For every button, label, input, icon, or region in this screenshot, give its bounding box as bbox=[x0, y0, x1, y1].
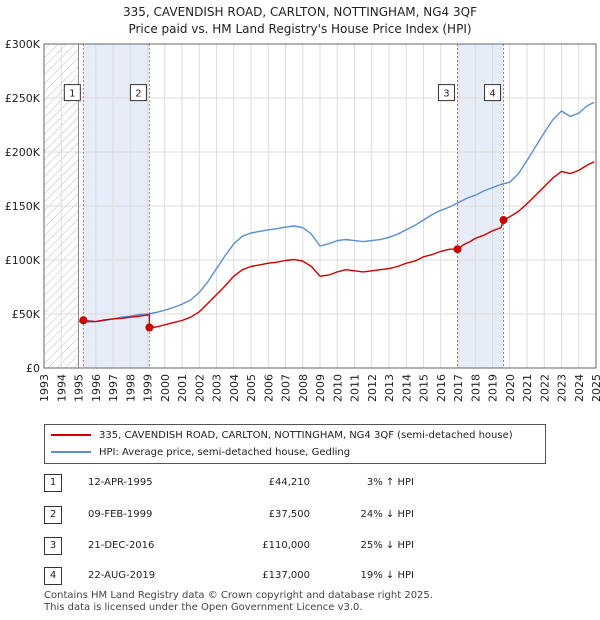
y-tick-label: £150K bbox=[5, 200, 41, 213]
transaction-date: 21-DEC-2016 bbox=[88, 540, 155, 551]
x-tick-label: 1994 bbox=[55, 374, 68, 402]
legend-swatch-hpi bbox=[51, 451, 91, 453]
x-tick-label: 2005 bbox=[245, 374, 258, 402]
transaction-price: £137,000 bbox=[262, 570, 310, 581]
x-tick-label: 1998 bbox=[124, 374, 137, 402]
price-chart: 1 2 3 4 £0 £50K £100K £150K £200K £250K £300K 1993… bbox=[5, 38, 600, 402]
series-line bbox=[78, 101, 595, 323]
x-tick-label: 2013 bbox=[383, 374, 396, 402]
x-tick-label: 2019 bbox=[487, 374, 500, 402]
y-tick-label: £100K bbox=[5, 254, 41, 267]
x-tick-label: 2022 bbox=[538, 374, 551, 402]
x-tick-label: 2023 bbox=[556, 374, 569, 402]
transaction-date: 22-AUG-2019 bbox=[88, 570, 156, 581]
plot-frame bbox=[43, 43, 597, 369]
sale-label-box bbox=[484, 84, 502, 102]
sale-label-number: 2 bbox=[135, 89, 141, 100]
y-tick-label: £250K bbox=[5, 92, 41, 105]
footer-copyright: Contains HM Land Registry data © Crown c… bbox=[44, 590, 433, 601]
x-tick-label: 2017 bbox=[452, 374, 465, 402]
sale-point bbox=[499, 216, 508, 225]
transaction-price: £44,210 bbox=[268, 477, 310, 488]
x-tick-label: 1997 bbox=[107, 374, 120, 402]
x-tick-label: 2000 bbox=[159, 374, 172, 402]
chart-subtitle: Price paid vs. HM Land Registry's House … bbox=[128, 22, 472, 36]
legend-item-hpi: HPI: Average price, semi-detached house,… bbox=[51, 445, 350, 461]
x-tick-label: 2006 bbox=[262, 374, 275, 402]
sale-label-box bbox=[437, 84, 455, 102]
legend: 335, CAVENDISH ROAD, CARLTON, NOTTINGHAM… bbox=[44, 424, 546, 464]
sale-point bbox=[79, 316, 88, 325]
x-tick-label: 2010 bbox=[331, 374, 344, 402]
x-tick-label: 1999 bbox=[142, 374, 155, 402]
sale-label-number: 1 bbox=[69, 89, 75, 100]
sale-label-number: 4 bbox=[489, 89, 495, 100]
footer-license: This data is licensed under the Open Gov… bbox=[44, 602, 363, 613]
x-tick-label: 2015 bbox=[418, 374, 431, 402]
transaction-number: 4 bbox=[44, 567, 62, 585]
y-tick-label: £200K bbox=[5, 146, 41, 159]
x-tick-label: 2004 bbox=[228, 374, 241, 402]
x-tick-label: 2018 bbox=[469, 374, 482, 402]
y-tick-label: £50K bbox=[12, 308, 41, 321]
transaction-price: £37,500 bbox=[268, 509, 310, 520]
y-tick-label: £300K bbox=[5, 38, 41, 51]
x-tick-label: 2014 bbox=[400, 374, 413, 402]
legend-item-property: 335, CAVENDISH ROAD, CARLTON, NOTTINGHAM… bbox=[51, 428, 513, 444]
x-tick-label: 2025 bbox=[590, 374, 600, 402]
x-tick-label: 2001 bbox=[176, 374, 189, 402]
legend-label-property: 335, CAVENDISH ROAD, CARLTON, NOTTINGHAM… bbox=[99, 430, 513, 441]
x-tick-label: 2007 bbox=[280, 374, 293, 402]
transaction-hpi: 19% ↓ HPI bbox=[360, 570, 414, 581]
transaction-price: £110,000 bbox=[262, 540, 310, 551]
legend-label-hpi: HPI: Average price, semi-detached house,… bbox=[99, 447, 351, 458]
x-tick-label: 2002 bbox=[193, 374, 206, 402]
x-tick-label: 2024 bbox=[573, 374, 586, 402]
transaction-number: 1 bbox=[44, 474, 62, 492]
x-tick-label: 1996 bbox=[90, 374, 103, 402]
transaction-date: 09-FEB-1999 bbox=[88, 509, 153, 520]
chart-title: 335, CAVENDISH ROAD, CARLTON, NOTTINGHAM… bbox=[123, 5, 477, 19]
transaction-hpi: 24% ↓ HPI bbox=[360, 509, 414, 520]
x-tick-label: 2020 bbox=[504, 374, 517, 402]
x-tick-label: 1993 bbox=[38, 374, 51, 402]
transaction-date: 12-APR-1995 bbox=[88, 477, 153, 488]
x-tick-label: 2008 bbox=[297, 374, 310, 402]
x-tick-label: 2009 bbox=[314, 374, 327, 402]
transaction-hpi: 3% ↑ HPI bbox=[366, 477, 414, 488]
sale-label-number: 3 bbox=[443, 89, 449, 100]
transaction-number: 3 bbox=[44, 537, 62, 555]
y-tick-label: £0 bbox=[26, 362, 40, 375]
x-tick-label: 2016 bbox=[435, 374, 448, 402]
sale-point bbox=[145, 323, 154, 332]
x-tick-label: 2003 bbox=[211, 374, 224, 402]
sale-label-box bbox=[129, 84, 147, 102]
transaction-number: 2 bbox=[44, 506, 62, 524]
transaction-hpi: 25% ↓ HPI bbox=[360, 540, 414, 551]
sale-label-box bbox=[63, 84, 81, 102]
x-tick-label: 1995 bbox=[73, 374, 86, 402]
x-tick-label: 2021 bbox=[521, 374, 534, 402]
sale-point bbox=[453, 245, 462, 254]
x-tick-label: 2012 bbox=[366, 374, 379, 402]
x-tick-label: 2011 bbox=[349, 374, 362, 402]
legend-swatch-property bbox=[51, 434, 91, 436]
